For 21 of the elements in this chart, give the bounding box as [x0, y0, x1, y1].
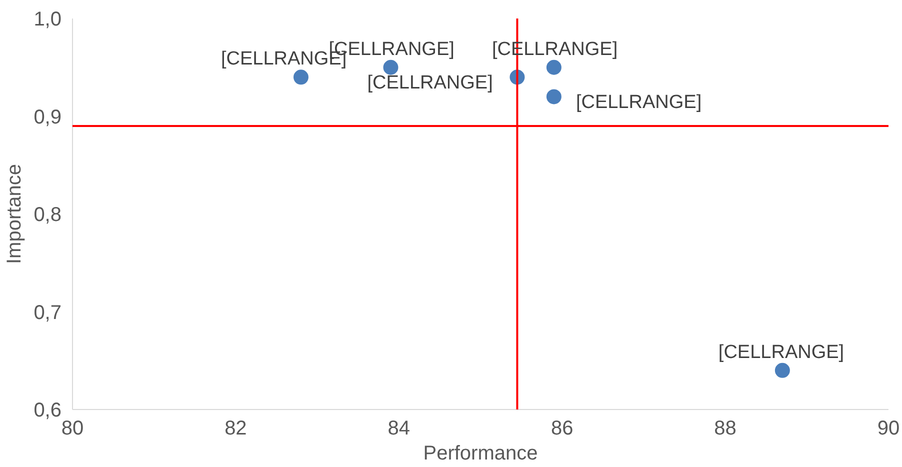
x-tick-label: 84 [388, 418, 410, 440]
annotation: [CELLRANGE] [367, 72, 493, 94]
annotation: [CELLRANGE] [576, 92, 702, 114]
point [383, 60, 398, 75]
x-tick-label: 80 [61, 418, 84, 440]
x-axis-title: Performance [423, 442, 538, 464]
annotation: [CELLRANGE] [718, 342, 844, 363]
x-tick-label: 90 [877, 418, 900, 440]
y-tick-label: 1,0 [34, 8, 62, 30]
point [546, 89, 562, 104]
y-tick-label: 0,9 [34, 106, 62, 128]
point [293, 70, 308, 85]
y-tick-label: 0,7 [34, 302, 62, 324]
point [774, 362, 790, 378]
y-tick-label: 0,8 [34, 204, 62, 226]
x-tick-label: 88 [714, 418, 736, 440]
x-tick-label: 86 [550, 418, 574, 440]
x-tick-label: 82 [224, 418, 247, 440]
y-tick-label: 0,6 [34, 400, 62, 422]
y-axis-title: Importance [4, 164, 26, 264]
point [546, 60, 562, 75]
